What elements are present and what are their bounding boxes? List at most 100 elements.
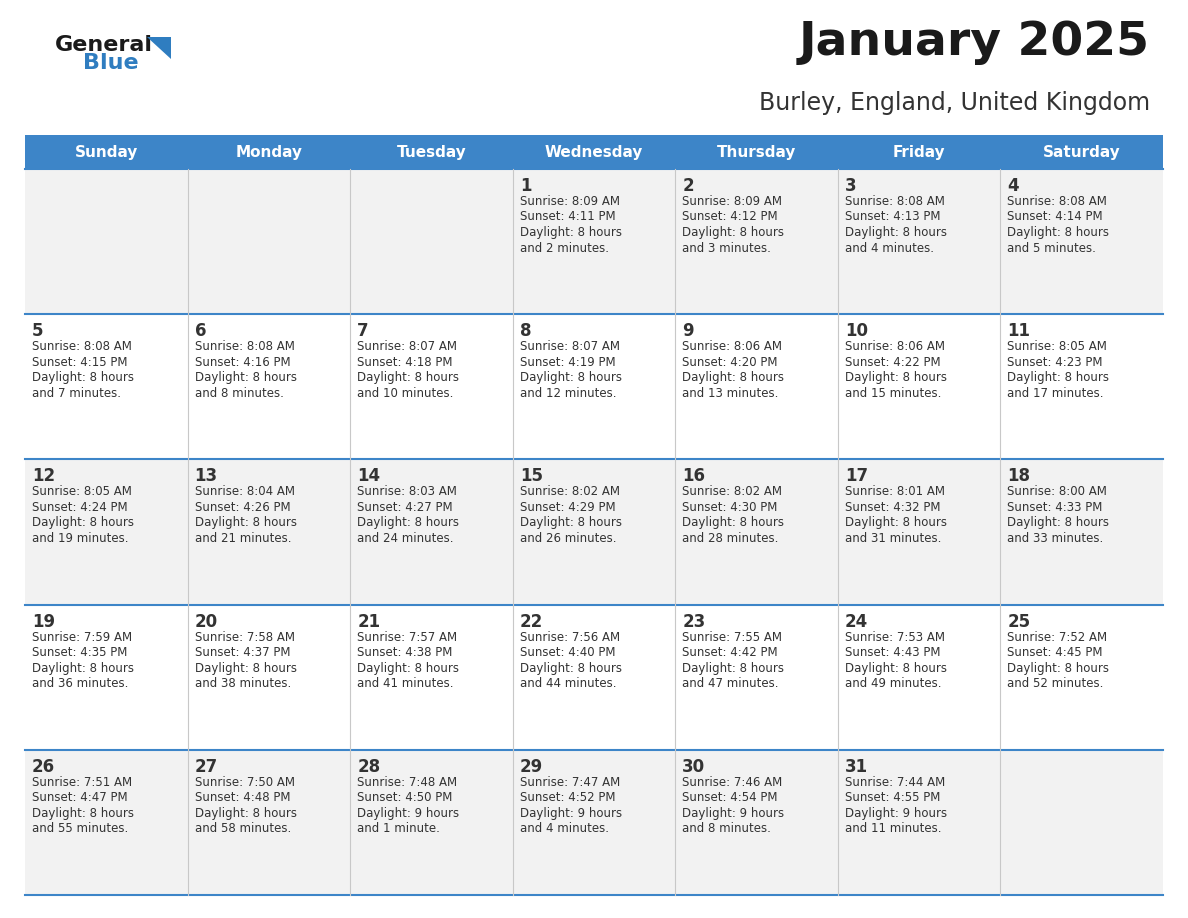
Text: Sunset: 4:45 PM: Sunset: 4:45 PM bbox=[1007, 646, 1102, 659]
Text: Sunset: 4:52 PM: Sunset: 4:52 PM bbox=[519, 791, 615, 804]
Text: Sunrise: 7:50 AM: Sunrise: 7:50 AM bbox=[195, 776, 295, 789]
Text: and 44 minutes.: and 44 minutes. bbox=[519, 677, 617, 690]
Text: Sunset: 4:24 PM: Sunset: 4:24 PM bbox=[32, 501, 127, 514]
Text: Sunset: 4:33 PM: Sunset: 4:33 PM bbox=[1007, 501, 1102, 514]
Text: and 2 minutes.: and 2 minutes. bbox=[519, 241, 608, 254]
Text: 7: 7 bbox=[358, 322, 368, 341]
Text: Daylight: 8 hours: Daylight: 8 hours bbox=[1007, 517, 1110, 530]
Text: Daylight: 8 hours: Daylight: 8 hours bbox=[519, 517, 621, 530]
Text: Daylight: 8 hours: Daylight: 8 hours bbox=[682, 371, 784, 385]
Text: 9: 9 bbox=[682, 322, 694, 341]
Bar bbox=[25, 314, 1163, 459]
Text: and 38 minutes.: and 38 minutes. bbox=[195, 677, 291, 690]
Text: Daylight: 8 hours: Daylight: 8 hours bbox=[195, 807, 297, 820]
Text: Sunrise: 7:56 AM: Sunrise: 7:56 AM bbox=[519, 631, 620, 644]
Text: Daylight: 8 hours: Daylight: 8 hours bbox=[682, 662, 784, 675]
Text: Daylight: 8 hours: Daylight: 8 hours bbox=[195, 662, 297, 675]
Text: Daylight: 8 hours: Daylight: 8 hours bbox=[845, 517, 947, 530]
Text: 24: 24 bbox=[845, 612, 868, 631]
Text: Sunrise: 8:06 AM: Sunrise: 8:06 AM bbox=[682, 341, 782, 353]
Text: 6: 6 bbox=[195, 322, 206, 341]
Text: Sunset: 4:14 PM: Sunset: 4:14 PM bbox=[1007, 210, 1102, 223]
Text: and 55 minutes.: and 55 minutes. bbox=[32, 823, 128, 835]
Text: and 13 minutes.: and 13 minutes. bbox=[682, 386, 778, 399]
Text: and 8 minutes.: and 8 minutes. bbox=[195, 386, 284, 399]
Text: 29: 29 bbox=[519, 757, 543, 776]
Text: Daylight: 9 hours: Daylight: 9 hours bbox=[358, 807, 460, 820]
Text: Sunset: 4:38 PM: Sunset: 4:38 PM bbox=[358, 646, 453, 659]
Text: Daylight: 8 hours: Daylight: 8 hours bbox=[845, 371, 947, 385]
Text: General: General bbox=[55, 35, 153, 55]
Text: Daylight: 8 hours: Daylight: 8 hours bbox=[1007, 371, 1110, 385]
Bar bbox=[25, 169, 1163, 314]
Text: Sunrise: 8:09 AM: Sunrise: 8:09 AM bbox=[519, 195, 620, 208]
Text: Sunrise: 7:46 AM: Sunrise: 7:46 AM bbox=[682, 776, 783, 789]
Text: Sunrise: 8:04 AM: Sunrise: 8:04 AM bbox=[195, 486, 295, 498]
Text: and 19 minutes.: and 19 minutes. bbox=[32, 532, 128, 545]
Text: and 12 minutes.: and 12 minutes. bbox=[519, 386, 617, 399]
Text: Sunset: 4:30 PM: Sunset: 4:30 PM bbox=[682, 501, 778, 514]
Text: Sunrise: 8:01 AM: Sunrise: 8:01 AM bbox=[845, 486, 944, 498]
Text: Sunrise: 8:03 AM: Sunrise: 8:03 AM bbox=[358, 486, 457, 498]
Text: Daylight: 8 hours: Daylight: 8 hours bbox=[32, 371, 134, 385]
Text: 28: 28 bbox=[358, 757, 380, 776]
Text: Daylight: 8 hours: Daylight: 8 hours bbox=[32, 662, 134, 675]
Text: and 24 minutes.: and 24 minutes. bbox=[358, 532, 454, 545]
Text: Daylight: 9 hours: Daylight: 9 hours bbox=[519, 807, 621, 820]
Text: Sunrise: 7:53 AM: Sunrise: 7:53 AM bbox=[845, 631, 944, 644]
Text: Sunrise: 8:05 AM: Sunrise: 8:05 AM bbox=[32, 486, 132, 498]
Text: Sunset: 4:19 PM: Sunset: 4:19 PM bbox=[519, 355, 615, 369]
Text: and 8 minutes.: and 8 minutes. bbox=[682, 823, 771, 835]
Text: 17: 17 bbox=[845, 467, 868, 486]
Text: Sunset: 4:27 PM: Sunset: 4:27 PM bbox=[358, 501, 453, 514]
Text: Sunrise: 7:44 AM: Sunrise: 7:44 AM bbox=[845, 776, 946, 789]
Text: Sunrise: 8:07 AM: Sunrise: 8:07 AM bbox=[519, 341, 620, 353]
Text: and 52 minutes.: and 52 minutes. bbox=[1007, 677, 1104, 690]
Text: and 47 minutes.: and 47 minutes. bbox=[682, 677, 779, 690]
Text: Sunset: 4:32 PM: Sunset: 4:32 PM bbox=[845, 501, 941, 514]
Text: 13: 13 bbox=[195, 467, 217, 486]
Text: Sunset: 4:42 PM: Sunset: 4:42 PM bbox=[682, 646, 778, 659]
Text: Sunrise: 8:00 AM: Sunrise: 8:00 AM bbox=[1007, 486, 1107, 498]
Text: Sunset: 4:16 PM: Sunset: 4:16 PM bbox=[195, 355, 290, 369]
Text: Sunset: 4:29 PM: Sunset: 4:29 PM bbox=[519, 501, 615, 514]
Text: and 5 minutes.: and 5 minutes. bbox=[1007, 241, 1097, 254]
Text: and 36 minutes.: and 36 minutes. bbox=[32, 677, 128, 690]
Text: Daylight: 8 hours: Daylight: 8 hours bbox=[845, 662, 947, 675]
Text: and 58 minutes.: and 58 minutes. bbox=[195, 823, 291, 835]
Text: Sunrise: 7:58 AM: Sunrise: 7:58 AM bbox=[195, 631, 295, 644]
Text: Sunrise: 8:06 AM: Sunrise: 8:06 AM bbox=[845, 341, 944, 353]
Text: 30: 30 bbox=[682, 757, 706, 776]
Text: and 4 minutes.: and 4 minutes. bbox=[519, 823, 608, 835]
Text: Sunset: 4:22 PM: Sunset: 4:22 PM bbox=[845, 355, 941, 369]
Text: Daylight: 8 hours: Daylight: 8 hours bbox=[195, 371, 297, 385]
Text: Sunset: 4:37 PM: Sunset: 4:37 PM bbox=[195, 646, 290, 659]
Text: Sunset: 4:20 PM: Sunset: 4:20 PM bbox=[682, 355, 778, 369]
Text: Sunrise: 7:47 AM: Sunrise: 7:47 AM bbox=[519, 776, 620, 789]
Text: Daylight: 8 hours: Daylight: 8 hours bbox=[1007, 662, 1110, 675]
Text: and 10 minutes.: and 10 minutes. bbox=[358, 386, 454, 399]
Text: Daylight: 8 hours: Daylight: 8 hours bbox=[1007, 226, 1110, 239]
Text: 15: 15 bbox=[519, 467, 543, 486]
Text: Sunset: 4:15 PM: Sunset: 4:15 PM bbox=[32, 355, 127, 369]
Text: Sunset: 4:18 PM: Sunset: 4:18 PM bbox=[358, 355, 453, 369]
Polygon shape bbox=[147, 37, 171, 59]
Text: Sunrise: 8:08 AM: Sunrise: 8:08 AM bbox=[1007, 195, 1107, 208]
Text: Daylight: 8 hours: Daylight: 8 hours bbox=[519, 226, 621, 239]
Text: 27: 27 bbox=[195, 757, 217, 776]
Text: Sunset: 4:54 PM: Sunset: 4:54 PM bbox=[682, 791, 778, 804]
Text: and 1 minute.: and 1 minute. bbox=[358, 823, 440, 835]
Text: Burley, England, United Kingdom: Burley, England, United Kingdom bbox=[759, 91, 1150, 115]
Text: 22: 22 bbox=[519, 612, 543, 631]
Text: Daylight: 9 hours: Daylight: 9 hours bbox=[845, 807, 947, 820]
Text: Daylight: 8 hours: Daylight: 8 hours bbox=[519, 371, 621, 385]
Text: 3: 3 bbox=[845, 177, 857, 195]
Text: Daylight: 8 hours: Daylight: 8 hours bbox=[358, 662, 459, 675]
Text: and 49 minutes.: and 49 minutes. bbox=[845, 677, 941, 690]
Text: 10: 10 bbox=[845, 322, 868, 341]
Text: 1: 1 bbox=[519, 177, 531, 195]
Text: 12: 12 bbox=[32, 467, 55, 486]
Text: Sunset: 4:43 PM: Sunset: 4:43 PM bbox=[845, 646, 941, 659]
Text: and 26 minutes.: and 26 minutes. bbox=[519, 532, 617, 545]
Text: Sunrise: 8:07 AM: Sunrise: 8:07 AM bbox=[358, 341, 457, 353]
